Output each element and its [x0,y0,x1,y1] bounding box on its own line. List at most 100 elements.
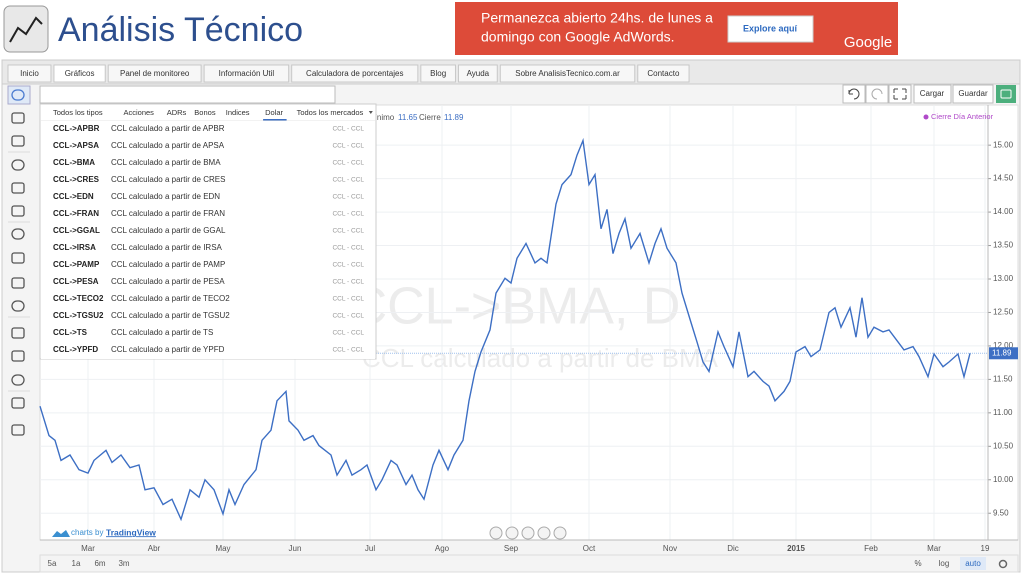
result-description[interactable]: CCL calculado a partir de APSA [111,141,225,150]
result-row[interactable] [41,291,375,308]
result-row[interactable] [41,155,375,172]
result-description[interactable]: CCL calculado a partir de GGAL [111,226,226,235]
result-exchange[interactable]: CCL - CCL [332,194,364,201]
result-exchange[interactable]: CCL - CCL [332,177,364,184]
result-exchange[interactable]: CCL - CCL [332,347,364,354]
nav-tab[interactable] [637,64,690,83]
result-symbol[interactable]: CCL->FRAN [53,209,99,218]
tool-icon[interactable] [11,89,25,101]
range-button[interactable]: 6m [94,559,105,568]
result-symbol[interactable]: CCL->PESA [53,277,99,286]
nav-tab-label[interactable]: Contacto [647,69,680,78]
result-description[interactable]: CCL calculado a partir de EDN [111,192,220,201]
result-symbol[interactable]: CCL->IRSA [53,243,96,252]
scale-button[interactable]: auto [965,559,981,568]
result-exchange[interactable]: CCL - CCL [332,160,364,167]
result-row[interactable] [41,274,375,291]
filter-tab[interactable]: Todos los tipos [53,108,103,117]
tool-icon[interactable] [11,350,25,362]
filter-tab[interactable]: Bonos [194,108,216,117]
result-symbol[interactable]: CCL->CRES [53,175,100,184]
range-button[interactable]: 1a [72,559,81,568]
nav-tab-label[interactable]: Gráficos [65,69,95,78]
result-exchange[interactable]: CCL - CCL [332,211,364,218]
result-description[interactable]: CCL calculado a partir de YPFD [111,345,225,354]
result-row[interactable] [41,172,375,189]
result-description[interactable]: CCL calculado a partir de APBR [111,124,225,133]
nav-tab[interactable] [203,64,290,83]
nav-tab-label[interactable]: Información Util [219,69,275,78]
result-row[interactable] [41,257,375,274]
nav-control[interactable] [505,526,519,540]
scale-button[interactable]: % [914,559,921,568]
nav-control[interactable] [521,526,535,540]
tool-icon[interactable] [11,277,25,289]
filter-tab[interactable]: Todos los mercados [297,108,364,117]
filter-tab[interactable]: Dolar [265,108,283,117]
nav-tab[interactable] [53,64,106,83]
result-symbol[interactable]: CCL->TGSU2 [53,311,104,320]
undo-button[interactable] [842,84,866,104]
nav-tab-label[interactable]: Ayuda [467,69,490,78]
ad-button-label[interactable]: Explore aquí [743,23,798,33]
range-button[interactable]: 3m [118,559,129,568]
nav-tab[interactable] [291,64,419,83]
nav-tab-label[interactable]: Panel de monitoreo [120,69,190,78]
result-exchange[interactable]: CCL - CCL [332,228,364,235]
ad-button[interactable] [727,15,814,43]
filter-tab[interactable]: ADRs [167,108,187,117]
result-row[interactable] [41,138,375,155]
result-exchange[interactable]: CCL - CCL [332,262,364,269]
result-exchange[interactable]: CCL - CCL [332,279,364,286]
result-symbol[interactable]: CCL->PAMP [53,260,100,269]
tool-icon[interactable] [11,205,25,217]
nav-control[interactable] [537,526,551,540]
nav-tab-label[interactable]: Blog [430,69,446,78]
symbol-input[interactable] [39,85,336,104]
result-exchange[interactable]: CCL - CCL [332,296,364,303]
tool-active[interactable] [7,85,31,105]
result-description[interactable]: CCL calculado a partir de CRES [111,175,225,184]
tool-icon[interactable] [11,327,25,339]
nav-tab[interactable] [499,64,636,83]
result-row[interactable] [41,206,375,223]
tool-icon[interactable] [11,135,25,147]
nav-tab[interactable] [107,64,202,83]
nav-tab-label[interactable]: Sobre AnalisisTecnico.com.ar [515,69,620,78]
result-description[interactable]: CCL calculado a partir de TGSU2 [111,311,230,320]
result-description[interactable]: CCL calculado a partir de TECO2 [111,294,230,303]
tool-icon[interactable] [11,228,25,240]
nav-control[interactable] [553,526,567,540]
result-row[interactable] [41,121,375,138]
result-row[interactable] [41,189,375,206]
result-row[interactable] [41,223,375,240]
result-description[interactable]: CCL calculado a partir de FRAN [111,209,225,218]
site-title[interactable]: Análisis Técnico [58,11,303,49]
filter-tab[interactable]: Indices [226,108,250,117]
tool-icon[interactable] [11,112,25,124]
result-symbol[interactable]: CCL->APSA [53,141,99,150]
settings-icon[interactable] [998,559,1008,569]
result-description[interactable]: CCL calculado a partir de TS [111,328,213,337]
result-description[interactable]: CCL calculado a partir de IRSA [111,243,223,252]
logo-icon[interactable] [3,5,49,53]
redo-button[interactable] [865,84,889,104]
save-button[interactable] [952,84,994,104]
result-exchange[interactable]: CCL - CCL [332,143,364,150]
nav-control[interactable] [489,526,503,540]
result-symbol[interactable]: CCL->TS [53,328,88,337]
load-label[interactable]: Cargar [920,89,945,98]
tool-icon[interactable] [11,397,25,409]
result-row[interactable] [41,308,375,325]
result-description[interactable]: CCL calculado a partir de BMA [111,158,221,167]
result-symbol[interactable]: CCL->EDN [53,192,94,201]
result-description[interactable]: CCL calculado a partir de PESA [111,277,225,286]
result-exchange[interactable]: CCL - CCL [332,330,364,337]
snapshot-button[interactable] [996,85,1016,103]
tool-icon[interactable] [11,159,25,171]
tool-icon[interactable] [11,374,25,386]
range-button[interactable]: 5a [48,559,57,568]
result-symbol[interactable]: CCL->YPFD [53,345,98,354]
scale-button[interactable]: log [939,559,950,568]
result-exchange[interactable]: CCL - CCL [332,245,364,252]
